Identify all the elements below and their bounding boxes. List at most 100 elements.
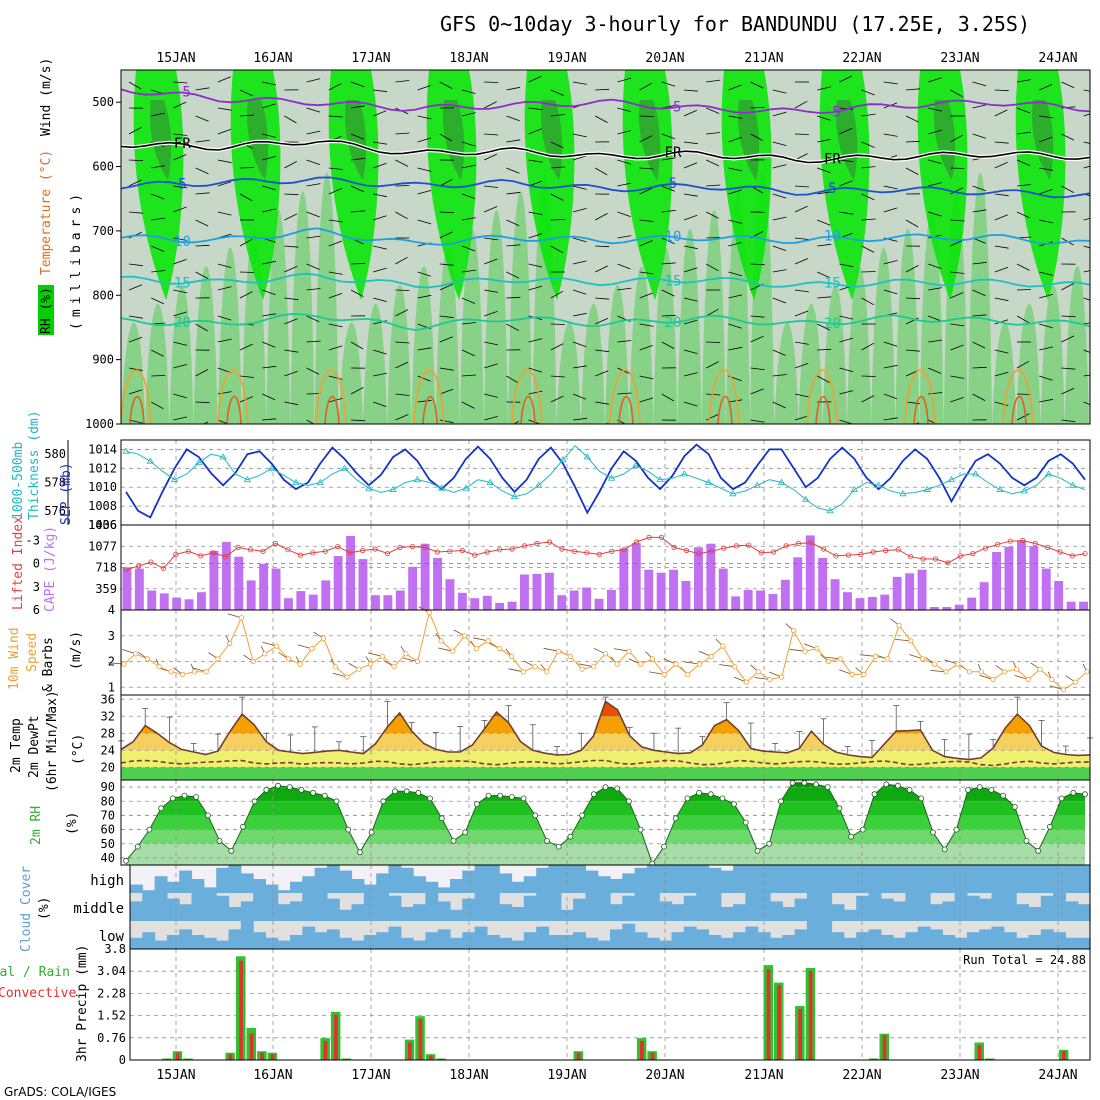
lifted-index-marker bbox=[223, 554, 229, 560]
cloud-cell bbox=[1003, 932, 1017, 949]
profile-wind-barb bbox=[994, 214, 1008, 221]
lifted-index-marker bbox=[995, 541, 1001, 547]
thickness-tick-label: 576 bbox=[44, 504, 66, 518]
hot-contour bbox=[913, 395, 929, 424]
wind10-marker bbox=[473, 645, 479, 652]
profile-wind-barb bbox=[883, 289, 898, 295]
profile-wind-barb bbox=[639, 219, 654, 222]
profile-wind-barb bbox=[772, 245, 787, 251]
profile-wind-barb bbox=[284, 349, 299, 353]
profile-wind-barb bbox=[794, 310, 809, 317]
rh2m-series bbox=[123, 779, 1088, 867]
profile-wind-barb bbox=[594, 167, 608, 176]
rh2m-marker bbox=[1023, 838, 1030, 844]
profile-wind-barb bbox=[217, 181, 232, 187]
profile-wind-barb bbox=[373, 426, 387, 428]
lifted-index-marker bbox=[970, 550, 976, 557]
temp-band bbox=[121, 716, 1090, 734]
rh2m-marker bbox=[719, 795, 726, 802]
profile-wind-barb bbox=[1039, 167, 1054, 171]
wind10-marker bbox=[919, 656, 926, 662]
date-label-bottom: 21JAN bbox=[744, 1068, 783, 1083]
cloud-cell bbox=[474, 926, 488, 949]
profile-wind-barb bbox=[239, 343, 253, 351]
temp2m-tick-label: 32 bbox=[101, 709, 115, 723]
profile-wind-barb bbox=[1039, 323, 1053, 329]
lifted-index-marker bbox=[733, 543, 739, 549]
cape-bar bbox=[308, 594, 318, 610]
cloud-cell bbox=[917, 893, 931, 921]
profile-wind-barb bbox=[794, 237, 809, 240]
profile-wind-barb bbox=[217, 419, 230, 424]
cape-bar bbox=[880, 594, 890, 610]
profile-wind-barb bbox=[928, 129, 942, 135]
profile-wind-barb bbox=[239, 193, 253, 202]
rh2m-marker bbox=[895, 782, 901, 789]
lifted-index-marker bbox=[596, 551, 602, 558]
cloud-cell bbox=[326, 929, 340, 949]
profile-wind-barb bbox=[883, 133, 898, 137]
rh2m-marker bbox=[930, 829, 936, 836]
cape-bar bbox=[756, 590, 765, 610]
profile-wind-barb bbox=[417, 85, 431, 91]
cloud-cell bbox=[942, 901, 956, 921]
thickness-marker bbox=[437, 484, 446, 491]
cloud-cell bbox=[1003, 865, 1017, 893]
profile-wind-barb bbox=[994, 297, 1009, 302]
li-tick-label: -3 bbox=[26, 533, 40, 547]
cloud-cell bbox=[1077, 937, 1091, 949]
profile-wind-barb bbox=[1016, 393, 1032, 395]
cloud-cell bbox=[351, 904, 365, 921]
cloud-cell bbox=[991, 865, 1005, 893]
profile-wind-barb bbox=[239, 89, 253, 97]
profile-wind-barb bbox=[994, 245, 1009, 249]
lifted-index-marker bbox=[546, 539, 553, 545]
cloud-cell bbox=[819, 921, 833, 949]
rh-shade-column bbox=[653, 247, 678, 424]
wind10-marker bbox=[990, 676, 996, 683]
precip-convective-label: Convective bbox=[0, 986, 76, 1001]
wind10-barb bbox=[859, 654, 876, 657]
cloud-cell bbox=[819, 865, 833, 893]
lifted-index-marker bbox=[496, 547, 503, 553]
rh-moist-column bbox=[622, 70, 673, 300]
profile-wind-barb bbox=[772, 89, 787, 94]
date-label-top: 22JAN bbox=[842, 51, 881, 66]
cape-tick-label: 359 bbox=[95, 582, 117, 596]
contour-label: 10 bbox=[174, 234, 191, 250]
profile-wind-barb bbox=[1061, 387, 1075, 395]
cape-bar bbox=[954, 604, 964, 610]
date-label-bottom: 22JAN bbox=[842, 1068, 881, 1083]
profile-wind-barb bbox=[484, 258, 498, 265]
profile-wind-barb bbox=[750, 81, 764, 89]
cloud-cell bbox=[142, 932, 156, 949]
profile-wind-barb bbox=[750, 106, 765, 109]
cloud-cell bbox=[302, 926, 316, 949]
lifted-index-marker bbox=[945, 560, 951, 566]
profile-wind-barb bbox=[128, 127, 142, 135]
lifted-index-marker bbox=[1045, 544, 1051, 551]
profile-wind-barb bbox=[1039, 428, 1052, 433]
cloud-cell bbox=[290, 881, 303, 893]
wind10-marker bbox=[297, 661, 303, 667]
profile-wind-barb bbox=[484, 153, 498, 161]
cloud-cell bbox=[597, 893, 611, 921]
temp2m-series bbox=[118, 696, 1093, 767]
profile-wind-barb bbox=[706, 341, 721, 343]
wind10-marker bbox=[262, 651, 268, 657]
profile-wind-barb bbox=[928, 77, 942, 83]
wind10-tick-label: 3 bbox=[108, 629, 115, 643]
rh2m-marker bbox=[766, 840, 773, 847]
profile-wind-barb bbox=[550, 323, 565, 325]
cloud-cell bbox=[240, 921, 254, 949]
profile-wind-barb bbox=[439, 367, 454, 371]
cloud-cell bbox=[560, 935, 574, 949]
wind10-marker bbox=[285, 656, 291, 662]
wind10-marker bbox=[872, 653, 879, 660]
lifted-index-marker bbox=[484, 549, 490, 555]
rh2m-marker bbox=[883, 781, 890, 788]
cloud-cell bbox=[425, 932, 439, 949]
profile-wind-barb bbox=[950, 239, 964, 247]
temp2m-label-2: 2m DewPt bbox=[27, 715, 42, 778]
profile-wind-barb bbox=[173, 341, 188, 346]
